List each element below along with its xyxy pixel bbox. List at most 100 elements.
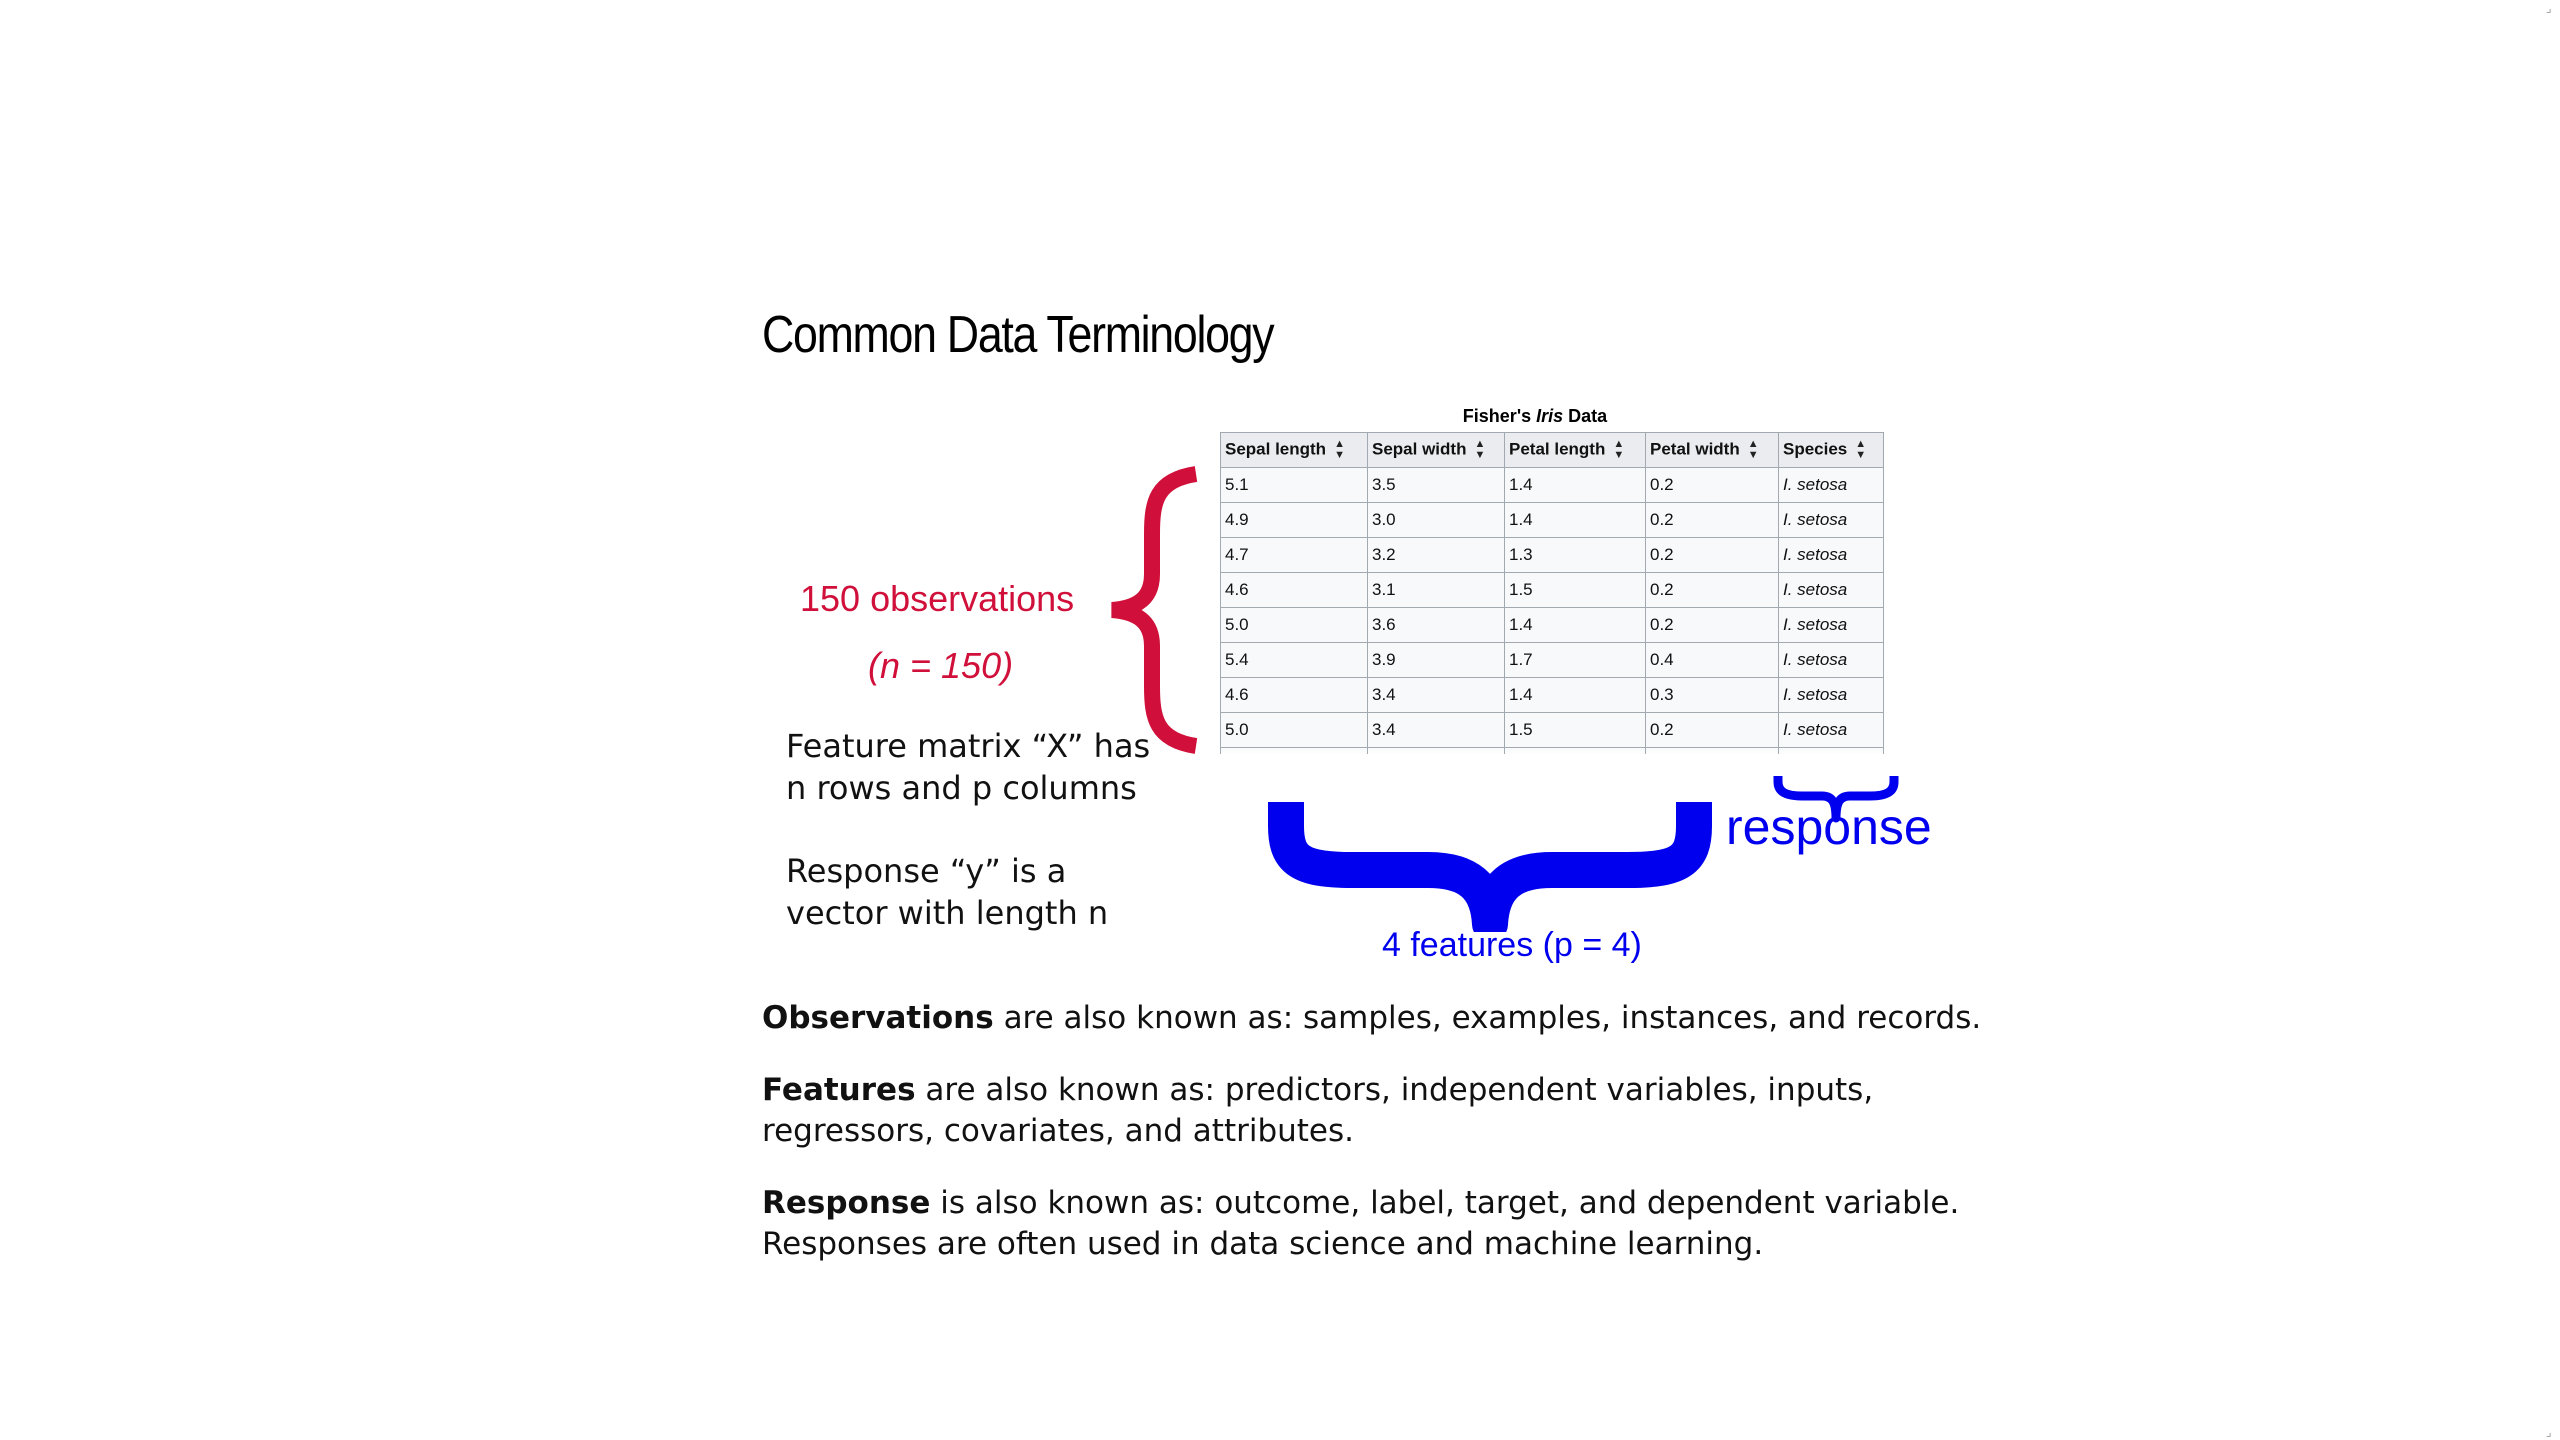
definition-term: Features: [762, 1072, 916, 1108]
species-cell[interactable]: I. setosa: [1778, 607, 1884, 643]
resize-corner-bottom-icon: ⌟: [2546, 1425, 2552, 1439]
species-cell[interactable]: I. setosa: [1778, 712, 1884, 748]
sort-arrows-icon[interactable]: ▲ ▼: [1747, 438, 1759, 461]
table-cell: [1220, 747, 1368, 754]
table-cell: 0.2: [1645, 572, 1779, 608]
table-fade-row: [1220, 747, 1884, 754]
table-cell: 0.2: [1645, 537, 1779, 573]
table-cell: 3.1: [1367, 572, 1505, 608]
definitions: Observations are also known as: samples,…: [762, 998, 2002, 1296]
caption-suffix: Data: [1568, 406, 1608, 426]
species-cell[interactable]: I. setosa: [1778, 677, 1884, 713]
sort-arrows-icon[interactable]: ▲ ▼: [1855, 438, 1867, 461]
species-cell[interactable]: I. setosa: [1778, 572, 1884, 608]
table-cell: 1.4: [1504, 467, 1646, 503]
observations-brace-path: [1111, 466, 1198, 754]
column-header[interactable]: Sepal length ▲ ▼: [1220, 432, 1368, 468]
response-brace-path: [1773, 776, 1899, 823]
feature-matrix-note: Feature matrix “X” has n rows and p colu…: [786, 727, 1151, 807]
definition-text: are also known as: samples, examples, in…: [1003, 1000, 1982, 1036]
observations-brace: [1111, 466, 1198, 754]
column-header-label: Sepal width: [1372, 439, 1467, 459]
species-cell[interactable]: I. setosa: [1778, 642, 1884, 678]
table-cell: 3.0: [1367, 502, 1505, 538]
table-cell: 4.6: [1220, 572, 1368, 608]
table-row: 4.6 3.4 1.4 0.3 I. setosa: [1220, 677, 1884, 713]
table-row: 5.4 3.9 1.7 0.4 I. setosa: [1220, 642, 1884, 678]
table-caption: Fisher's Iris Data: [1220, 406, 1850, 427]
column-header[interactable]: Species ▲ ▼: [1778, 432, 1884, 468]
table-row: 5.1 3.5 1.4 0.2 I. setosa: [1220, 467, 1884, 503]
features-brace: [1268, 802, 1712, 932]
response-label: response: [1726, 799, 1932, 855]
species-cell[interactable]: I. setosa: [1778, 467, 1884, 503]
table-cell: 1.5: [1504, 712, 1646, 748]
table-cell: 0.2: [1645, 712, 1779, 748]
table-cell: 0.2: [1645, 467, 1779, 503]
definition-observations: Observations are also known as: samples,…: [762, 998, 2002, 1039]
table-cell: 3.4: [1367, 677, 1505, 713]
table-cell: 4.6: [1220, 677, 1368, 713]
column-header-label: Sepal length: [1225, 439, 1327, 459]
table-cell: 5.1: [1220, 467, 1368, 503]
column-header[interactable]: Petal length ▲ ▼: [1504, 432, 1646, 468]
definition-response: Response is also known as: outcome, labe…: [762, 1183, 2002, 1265]
table-cell: 0.2: [1645, 502, 1779, 538]
table-cell: 0.3: [1645, 677, 1779, 713]
features-label: 4 features (p = 4): [1382, 926, 1642, 964]
table-cell: 4.9: [1220, 502, 1368, 538]
definition-term: Response: [762, 1185, 931, 1221]
iris-figure: Fisher's Iris Data Sepal length ▲ ▼ Sepal …: [760, 390, 1960, 980]
features-brace-path: [1268, 802, 1712, 932]
table-header-row: Sepal length ▲ ▼ Sepal width ▲ ▼ Petal lengt…: [1220, 432, 1884, 468]
table-row: 4.7 3.2 1.3 0.2 I. setosa: [1220, 537, 1884, 573]
sort-arrows-icon[interactable]: ▲ ▼: [1613, 438, 1625, 461]
table-cell: 3.2: [1367, 537, 1505, 573]
column-header-label: Petal width: [1650, 439, 1740, 459]
table-cell: 3.6: [1367, 607, 1505, 643]
resize-corner-top-icon: ⌟: [2546, 1, 2552, 15]
table-cell: 1.4: [1504, 502, 1646, 538]
definition-text: is also known as: outcome, label, target…: [762, 1185, 1960, 1262]
table-cell: 1.3: [1504, 537, 1646, 573]
column-header-label: Petal length: [1509, 439, 1606, 459]
species-cell[interactable]: I. setosa: [1778, 537, 1884, 573]
caption-prefix: Fisher's: [1462, 406, 1532, 426]
table-row: 4.9 3.0 1.4 0.2 I. setosa: [1220, 502, 1884, 538]
table-cell: 3.5: [1367, 467, 1505, 503]
table-cell: 1.4: [1504, 677, 1646, 713]
table-cell: 5.0: [1220, 712, 1368, 748]
iris-table: Sepal length ▲ ▼ Sepal width ▲ ▼ Petal lengt…: [1220, 432, 1884, 754]
table-cell: 3.4: [1367, 712, 1505, 748]
column-header[interactable]: Sepal width ▲ ▼: [1367, 432, 1505, 468]
table-cell: 1.5: [1504, 572, 1646, 608]
table-cell: 1.7: [1504, 642, 1646, 678]
page-title: Common Data Terminology: [762, 306, 1275, 364]
definition-text: are also known as: predictors, independe…: [762, 1072, 1874, 1149]
table-row: 4.6 3.1 1.5 0.2 I. setosa: [1220, 572, 1884, 608]
definition-term: Observations: [762, 1000, 994, 1036]
table-cell: 5.0: [1220, 607, 1368, 643]
sort-arrows-icon[interactable]: ▲ ▼: [1474, 438, 1486, 461]
column-header-label: Species: [1783, 439, 1848, 459]
observations-label: 150 observations: [800, 578, 1075, 619]
column-header[interactable]: Petal width ▲ ▼: [1645, 432, 1779, 468]
table-cell: [1367, 747, 1505, 754]
caption-emphasis: Iris: [1536, 406, 1564, 426]
table-cell: [1504, 747, 1646, 754]
observations-count: (n = 150): [868, 645, 1014, 686]
definition-features: Features are also known as: predictors, …: [762, 1070, 2002, 1152]
table-cell: 3.9: [1367, 642, 1505, 678]
species-cell[interactable]: I. setosa: [1778, 502, 1884, 538]
table-cell: [1645, 747, 1779, 754]
response-brace: [1773, 776, 1899, 823]
table-cell: 1.4: [1504, 607, 1646, 643]
table-row: 5.0 3.4 1.5 0.2 I. setosa: [1220, 712, 1884, 748]
response-vector-note: Response “y” is a vector with length n: [786, 852, 1109, 932]
table-row: 5.0 3.6 1.4 0.2 I. setosa: [1220, 607, 1884, 643]
table-cell: 4.7: [1220, 537, 1368, 573]
table-cell: [1778, 747, 1884, 754]
table-cell: 0.2: [1645, 607, 1779, 643]
table-cell: 5.4: [1220, 642, 1368, 678]
sort-arrows-icon[interactable]: ▲ ▼: [1334, 438, 1345, 461]
